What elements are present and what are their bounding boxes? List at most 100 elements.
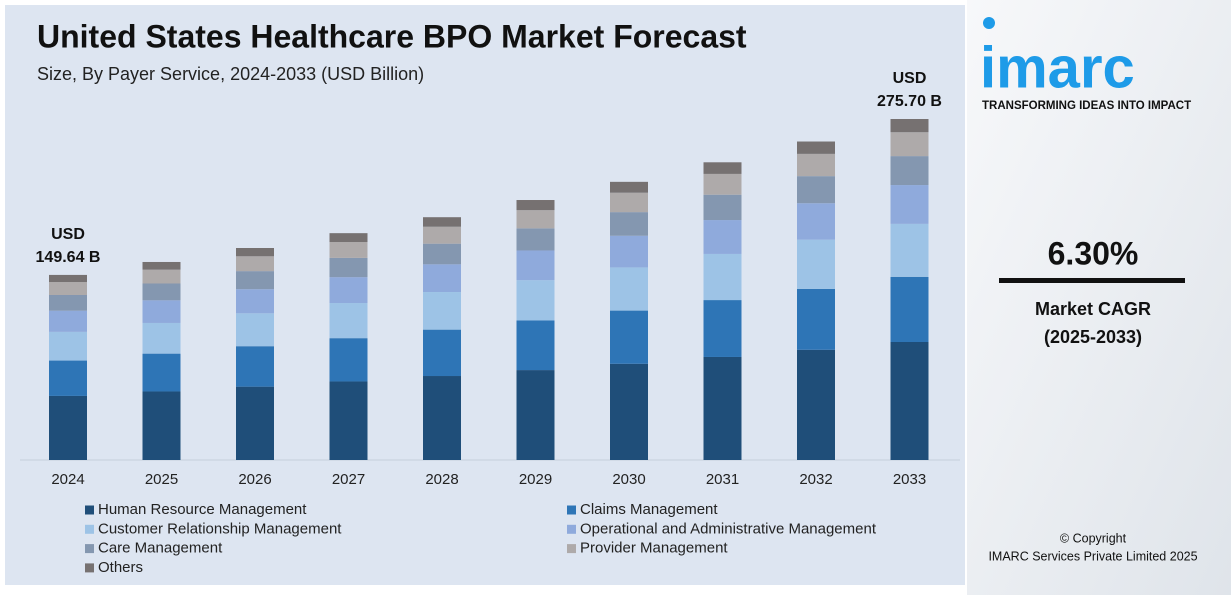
bar-segment bbox=[49, 295, 87, 311]
bar-segment bbox=[236, 289, 274, 314]
bar-segment bbox=[703, 194, 742, 221]
bar-segment bbox=[423, 376, 461, 460]
bar-segment bbox=[142, 300, 181, 323]
legend-swatch bbox=[85, 524, 94, 534]
cagr-period: (2025-2033) bbox=[1044, 327, 1142, 347]
chart-title: United States Healthcare BPO Market Fore… bbox=[37, 18, 747, 54]
bar-segment bbox=[516, 320, 555, 371]
cagr-label: Market CAGR bbox=[1035, 299, 1151, 319]
x-tick-label: 2025 bbox=[145, 471, 178, 488]
x-tick-label: 2029 bbox=[519, 471, 552, 488]
x-tick-label: 2031 bbox=[706, 471, 739, 488]
bar-segment bbox=[49, 395, 87, 460]
bar-segment bbox=[610, 181, 648, 193]
bar-segment bbox=[610, 310, 648, 364]
sidebar-panel bbox=[967, 0, 1231, 595]
logo: imarc bbox=[980, 35, 1135, 100]
bar-segment bbox=[797, 349, 835, 460]
bar-segment bbox=[890, 119, 929, 133]
logo-dot bbox=[983, 17, 995, 29]
bar-segment bbox=[516, 250, 555, 281]
total-annotation: USD bbox=[51, 226, 85, 243]
cagr-rule bbox=[999, 278, 1185, 283]
x-tick-label: 2032 bbox=[799, 471, 832, 488]
legend-label: Provider Management bbox=[580, 540, 728, 557]
total-annotation: 149.64 B bbox=[36, 249, 101, 266]
bar-segment bbox=[703, 300, 742, 357]
bar-segment bbox=[329, 242, 368, 258]
bar-segment bbox=[797, 288, 835, 350]
bar-segment bbox=[797, 203, 835, 240]
bar-segment bbox=[703, 253, 742, 301]
legend-swatch bbox=[567, 544, 576, 554]
legend-swatch bbox=[567, 524, 576, 534]
bar-segment bbox=[49, 310, 87, 332]
bar-segment bbox=[797, 141, 835, 154]
bar-segment bbox=[423, 292, 461, 330]
bar-segment bbox=[610, 212, 648, 236]
bar-segment bbox=[142, 283, 181, 301]
x-tick-label: 2024 bbox=[51, 471, 84, 488]
bar-segment bbox=[236, 386, 274, 460]
bar-segment bbox=[516, 210, 555, 229]
bar-segment bbox=[49, 360, 87, 396]
bar-segment bbox=[49, 282, 87, 296]
bar-segment bbox=[142, 322, 181, 354]
copyright: © Copyright bbox=[1060, 531, 1127, 545]
bar-segment bbox=[703, 173, 742, 195]
bar-segment bbox=[423, 226, 461, 244]
bar-segment bbox=[236, 313, 274, 347]
bar-segment bbox=[516, 280, 555, 321]
bar-segment bbox=[610, 363, 648, 460]
bar-segment bbox=[703, 220, 742, 254]
bar-segment bbox=[142, 261, 181, 270]
legend-label: Care Management bbox=[98, 540, 223, 557]
legend-swatch bbox=[567, 505, 576, 515]
bar-segment bbox=[329, 303, 368, 339]
bar-segment bbox=[797, 239, 835, 289]
legend-label: Human Resource Management bbox=[98, 501, 307, 518]
bar-segment bbox=[516, 370, 555, 460]
bar-segment bbox=[797, 176, 835, 204]
bar-segment bbox=[329, 233, 368, 243]
legend-swatch bbox=[85, 544, 94, 554]
chart-subtitle: Size, By Payer Service, 2024-2033 (USD B… bbox=[37, 64, 424, 84]
bar-segment bbox=[142, 353, 181, 392]
bar-segment bbox=[329, 381, 368, 460]
bar-segment bbox=[703, 356, 742, 460]
bar-segment bbox=[610, 192, 648, 213]
bar-segment bbox=[703, 162, 742, 174]
bar-segment bbox=[423, 243, 461, 265]
bar-segment bbox=[423, 264, 461, 293]
cagr-value: 6.30% bbox=[1048, 235, 1139, 271]
legend-label: Claims Management bbox=[580, 501, 718, 518]
bar-segment bbox=[236, 271, 274, 290]
bar-segment bbox=[142, 391, 181, 460]
company: IMARC Services Private Limited 2025 bbox=[988, 549, 1197, 563]
bar-segment bbox=[797, 153, 835, 177]
legend-swatch bbox=[85, 505, 94, 515]
bar-segment bbox=[610, 267, 648, 311]
x-tick-label: 2026 bbox=[238, 471, 271, 488]
bar-segment bbox=[610, 235, 648, 268]
total-annotation: USD bbox=[893, 70, 927, 87]
legend-swatch bbox=[85, 563, 94, 573]
bar-segment bbox=[890, 223, 929, 277]
bar-segment bbox=[236, 248, 274, 257]
bar-segment bbox=[236, 346, 274, 387]
bar-segment bbox=[49, 331, 87, 361]
bar-segment bbox=[890, 132, 929, 157]
bar-segment bbox=[142, 269, 181, 284]
bar-segment bbox=[49, 274, 87, 283]
bar-segment bbox=[890, 185, 929, 224]
bar-segment bbox=[423, 217, 461, 227]
bar-segment bbox=[423, 329, 461, 377]
bar-segment bbox=[516, 228, 555, 251]
x-tick-label: 2030 bbox=[612, 471, 645, 488]
legend-label: Customer Relationship Management bbox=[98, 520, 342, 537]
legend-label: Others bbox=[98, 559, 143, 576]
bar-segment bbox=[516, 200, 555, 211]
total-annotation: 275.70 B bbox=[877, 93, 942, 110]
